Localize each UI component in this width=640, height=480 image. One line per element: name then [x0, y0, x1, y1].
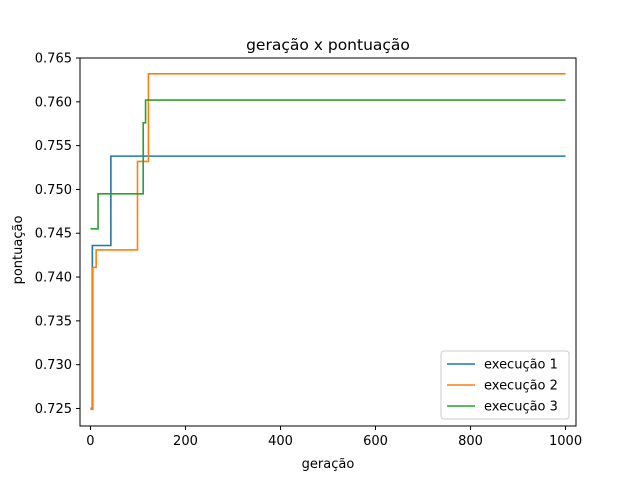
x-tick-label: 600	[363, 434, 388, 449]
x-tick-label: 400	[268, 434, 293, 449]
y-tick-label: 0.730	[35, 358, 72, 373]
y-tick-label: 0.740	[35, 271, 72, 286]
y-tick-label: 0.745	[35, 227, 72, 242]
y-tick-label: 0.725	[35, 402, 72, 417]
legend-box	[440, 350, 570, 420]
y-tick-label: 0.750	[35, 183, 72, 198]
x-axis: 0 200 400 600 800 1000	[86, 426, 582, 449]
y-tick-label: 0.735	[35, 314, 72, 329]
plot-lines	[90, 72, 566, 411]
x-tick-label: 800	[458, 434, 483, 449]
legend-label-1: execução 1	[484, 358, 558, 373]
y-tick-label: 0.765	[35, 52, 72, 67]
series-line-2	[90, 72, 566, 411]
y-axis: 0.725 0.730 0.735 0.740 0.745 0.750 0.755 0.760…	[35, 52, 80, 417]
x-tick-label: 200	[173, 434, 198, 449]
x-tick-label: 1000	[549, 434, 582, 449]
y-tick-label: 0.760	[35, 95, 72, 110]
series-line-3	[90, 99, 566, 230]
chart-title: geração x pontuação	[246, 36, 410, 54]
plot-frame	[79, 57, 577, 427]
x-tick-label: 0	[86, 434, 94, 449]
y-tick-label: 0.755	[35, 139, 72, 154]
legend-label-3: execução 3	[484, 400, 558, 415]
y-axis-label: pontuação	[11, 216, 26, 285]
legend-label-2: execução 2	[484, 379, 558, 394]
x-axis-label: geração	[302, 457, 355, 472]
legend: execução 1 execução 2 execução 3	[440, 350, 570, 420]
